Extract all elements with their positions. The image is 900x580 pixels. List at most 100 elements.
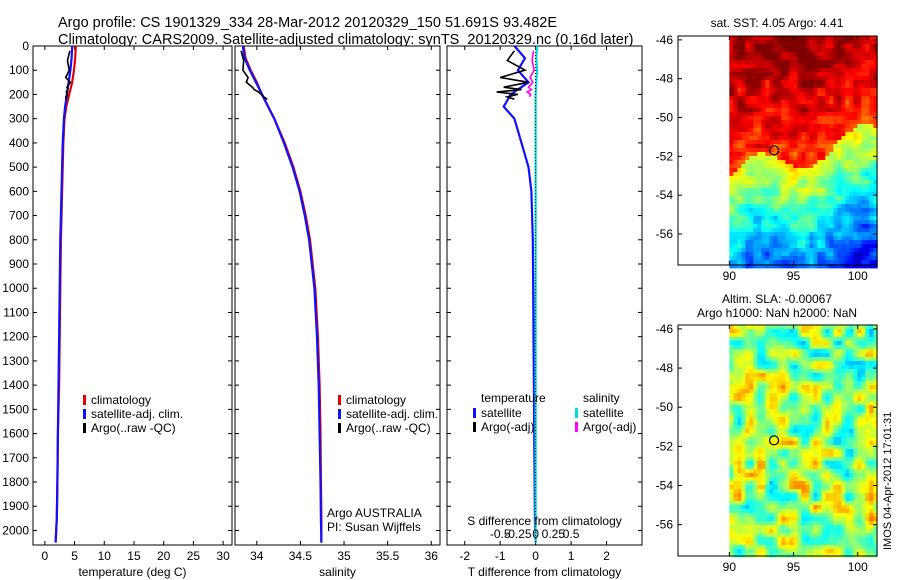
heatmap-cell <box>769 84 774 89</box>
heatmap-cell <box>769 88 774 93</box>
heatmap-cell <box>733 100 738 105</box>
heatmap-cell <box>781 232 786 237</box>
heatmap-cell <box>813 220 818 225</box>
heatmap-cell <box>773 244 778 249</box>
heatmap-cell <box>861 60 866 65</box>
heatmap-cell <box>729 100 734 105</box>
heatmap-cell <box>869 88 874 93</box>
heatmap-cell <box>801 437 806 442</box>
heatmap-cell <box>817 76 822 81</box>
heatmap-cell <box>865 445 870 450</box>
heatmap-cell <box>781 409 786 414</box>
heatmap-cell <box>813 68 818 73</box>
heatmap-cell <box>857 176 862 181</box>
heatmap-cell <box>761 409 766 414</box>
heatmap-cell <box>825 56 830 61</box>
heatmap-cell <box>829 545 834 550</box>
heatmap-cell <box>837 473 842 478</box>
heatmap-cell <box>773 349 778 354</box>
heatmap-cell <box>777 216 782 221</box>
heatmap-cell <box>869 224 874 229</box>
heatmap-cell <box>809 56 814 61</box>
heatmap-cell <box>789 108 794 113</box>
heatmap-cell <box>757 248 762 253</box>
heatmap-cell <box>813 469 818 474</box>
heatmap-cell <box>773 341 778 346</box>
heatmap-cell <box>793 36 798 41</box>
heatmap-cell <box>737 493 742 498</box>
heatmap-cell <box>777 397 782 402</box>
heatmap-cell <box>733 473 738 478</box>
heatmap-cell <box>869 401 874 406</box>
heatmap-cell <box>845 120 850 125</box>
heatmap-cell <box>869 68 874 73</box>
heatmap-cell <box>845 425 850 430</box>
heatmap-cell <box>861 96 866 101</box>
heatmap-cell <box>833 445 838 450</box>
heatmap-cell <box>737 409 742 414</box>
heatmap-cell <box>785 509 790 514</box>
heatmap-cell <box>817 120 822 125</box>
heatmap-cell <box>817 228 822 233</box>
heatmap-cell <box>765 248 770 253</box>
heatmap-cell <box>729 517 734 522</box>
heatmap-cell <box>797 56 802 61</box>
heatmap-cell <box>797 537 802 542</box>
heatmap-cell <box>745 413 750 418</box>
heatmap-cell <box>781 361 786 366</box>
heatmap-cell <box>821 220 826 225</box>
heatmap-cell <box>737 220 742 225</box>
heatmap-cell <box>757 136 762 141</box>
heatmap-cell <box>773 365 778 370</box>
heatmap-cell <box>749 168 754 173</box>
heatmap-cell <box>769 204 774 209</box>
heatmap-cell <box>797 152 802 157</box>
heatmap-cell <box>821 160 826 165</box>
heatmap-cell <box>829 60 834 65</box>
heatmap-cell <box>749 136 754 141</box>
heatmap-cell <box>801 457 806 462</box>
heatmap-cell <box>809 152 814 157</box>
heatmap-cell <box>841 96 846 101</box>
heatmap-cell <box>761 477 766 482</box>
heatmap-cell <box>849 369 854 374</box>
heatmap-cell <box>821 164 826 169</box>
heatmap-cell <box>753 521 758 526</box>
heatmap-cell <box>857 172 862 177</box>
heatmap-cell <box>829 357 834 362</box>
heatmap-cell <box>801 80 806 85</box>
heatmap-cell <box>789 413 794 418</box>
heatmap-cell <box>849 441 854 446</box>
heatmap-cell <box>853 337 858 342</box>
heatmap-cell <box>753 100 758 105</box>
heatmap-cell <box>729 212 734 217</box>
heatmap-cell <box>837 96 842 101</box>
heatmap-cell <box>769 329 774 334</box>
heatmap-cell <box>853 357 858 362</box>
heatmap-cell <box>793 176 798 181</box>
heatmap-cell <box>817 493 822 498</box>
heatmap-cell <box>781 449 786 454</box>
heatmap-cell <box>785 345 790 350</box>
heatmap-cell <box>737 377 742 382</box>
heatmap-cell <box>769 433 774 438</box>
heatmap-cell <box>781 549 786 554</box>
heatmap-cell <box>741 144 746 149</box>
heatmap-cell <box>757 521 762 526</box>
heatmap-cell <box>797 60 802 65</box>
heatmap-cell <box>833 485 838 490</box>
heatmap-cell <box>825 345 830 350</box>
heatmap-cell <box>753 457 758 462</box>
heatmap-cell <box>789 397 794 402</box>
heatmap-cell <box>825 537 830 542</box>
heatmap-cell <box>745 473 750 478</box>
heatmap-cell <box>813 521 818 526</box>
heatmap-cell <box>853 485 858 490</box>
heatmap-cell <box>809 353 814 358</box>
heatmap-cell <box>757 509 762 514</box>
heatmap-cell <box>841 337 846 342</box>
heatmap-cell <box>817 152 822 157</box>
heatmap-cell <box>869 337 874 342</box>
heatmap-cell <box>737 208 742 213</box>
heatmap-cell <box>753 216 758 221</box>
